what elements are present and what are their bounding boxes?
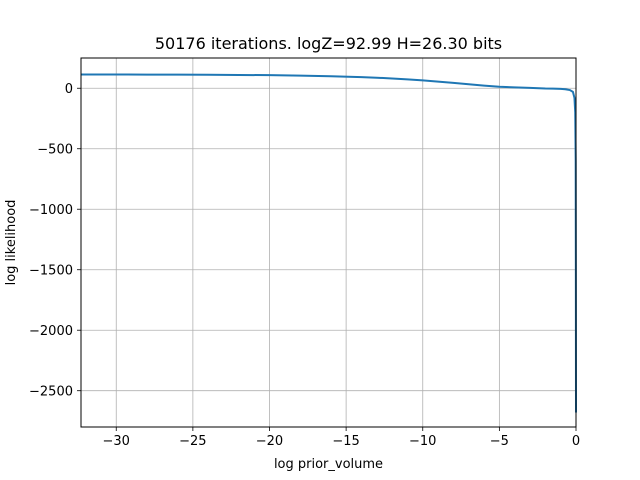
axis-ticks: −30 −25 −20 −15 −10 −5 00−500−1000−1500−2000−2… [29,82,580,449]
y-tick-label: −2500 [29,385,73,400]
x-tick-label: −10 [409,434,436,449]
y-tick-label: −1000 [29,203,73,218]
x-tick-label: 0 [572,434,580,449]
series-line [81,73,577,413]
grid-lines [81,58,577,427]
x-tick-label: −5 [490,434,509,449]
chart-title: 50176 iterations. logZ=92.99 H=26.30 bit… [155,34,502,53]
x-tick-label: −25 [179,434,206,449]
y-tick-label: 0 [65,82,73,97]
x-tick-label: −15 [332,434,359,449]
y-tick-label: −1500 [29,264,73,279]
y-tick-label: −2000 [29,324,73,339]
x-axis-label: log prior_volume [274,457,383,472]
plot-frame [80,57,577,428]
series-lines [81,73,577,413]
x-tick-label: −30 [103,434,130,449]
y-tick-label: −500 [37,143,73,158]
y-axis-label: log likelihood [4,200,19,286]
x-tick-label: −20 [256,434,283,449]
